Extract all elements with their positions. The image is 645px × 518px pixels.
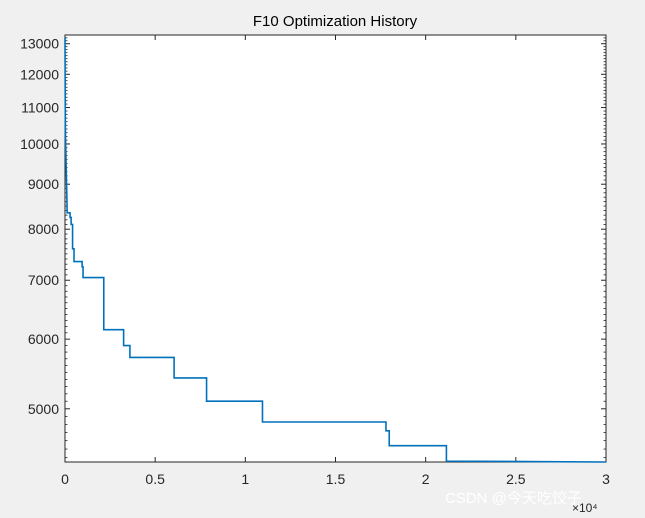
x-tick-label: 0.5 bbox=[145, 471, 165, 487]
x-tick-label: 0 bbox=[61, 471, 69, 487]
x-axis-ticks: 0 0.5 1 1.5 2 2.5 3 bbox=[61, 35, 610, 487]
y-tick-label: 7000 bbox=[28, 272, 59, 288]
series-line bbox=[64, 37, 607, 463]
y-tick-label: 13000 bbox=[20, 36, 59, 52]
y-tick-label: 11000 bbox=[21, 100, 59, 116]
x-tick-label: 2 bbox=[422, 471, 430, 487]
x-tick-label: 1 bbox=[241, 471, 249, 487]
plot-area bbox=[64, 34, 607, 463]
y-tick-label: 10000 bbox=[20, 136, 59, 152]
x-tick-label: 3 bbox=[602, 471, 610, 487]
y-tick-label: 8000 bbox=[28, 221, 59, 237]
y-tick-label: 12000 bbox=[20, 66, 59, 82]
x-tick-label: 2.5 bbox=[506, 471, 526, 487]
x-tick-label: 1.5 bbox=[326, 471, 346, 487]
x-axis-exponent: ×10⁴ bbox=[572, 501, 598, 515]
y-tick-label: 5000 bbox=[28, 401, 59, 417]
series-layer bbox=[64, 37, 607, 463]
y-tick-label: 6000 bbox=[28, 331, 59, 347]
y-tick-label: 9000 bbox=[28, 176, 59, 192]
chart-title: F10 Optimization History bbox=[253, 13, 418, 30]
watermark-text: CSDN @今天吃饺子 bbox=[445, 489, 582, 507]
